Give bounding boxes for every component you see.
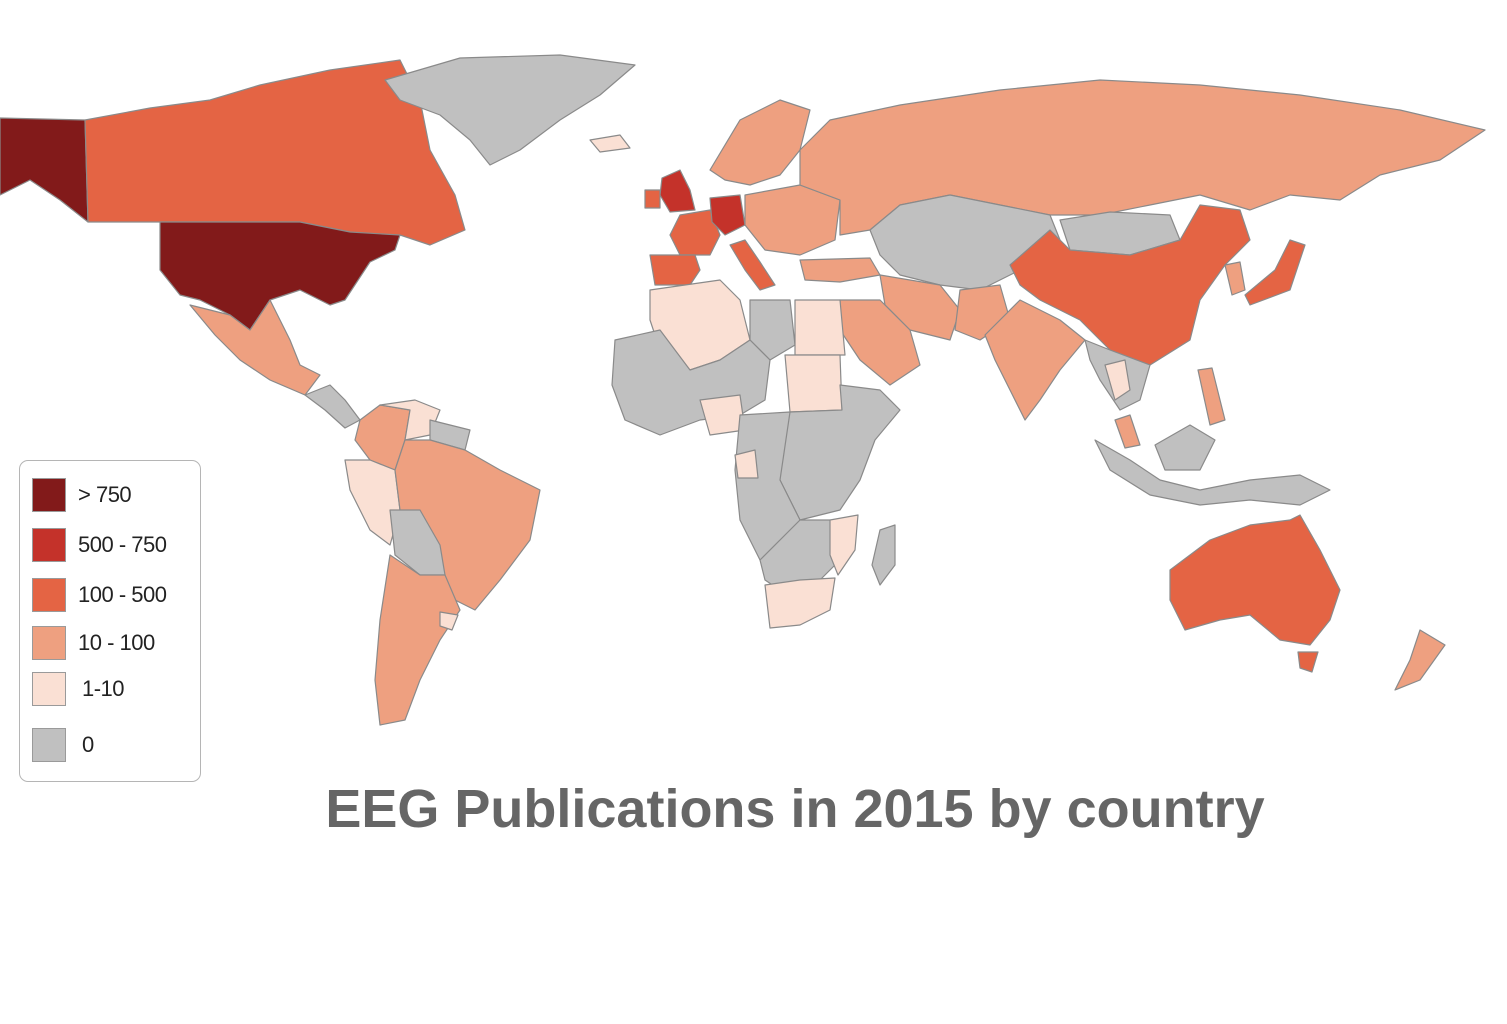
region-uruguay <box>439 611 459 631</box>
legend-swatch <box>32 478 66 512</box>
legend-label: 1-10 <box>82 676 125 701</box>
legend-swatch <box>32 728 66 762</box>
region-france <box>669 209 721 256</box>
region-uk <box>659 169 696 213</box>
region-usa <box>159 221 401 331</box>
region-india <box>984 299 1086 421</box>
legend-item: > 750 <box>32 477 132 513</box>
region-ireland <box>644 189 661 209</box>
region-thailand <box>1104 359 1131 401</box>
region-east-africa <box>769 384 901 521</box>
region-germany <box>709 194 746 236</box>
legend-swatch <box>32 528 66 562</box>
legend-label: 500 - 750 <box>78 532 167 557</box>
legend-item: 10 - 100 <box>32 625 155 661</box>
region-japan <box>1244 239 1306 306</box>
region-southern-africa <box>759 519 841 591</box>
region-south-africa <box>764 577 836 629</box>
region-turkey <box>799 257 881 283</box>
region-argentina <box>374 554 461 726</box>
region-mexico <box>189 299 321 396</box>
legend-label: 10 - 100 <box>78 630 155 655</box>
legend-label: 100 - 500 <box>78 582 167 607</box>
legend-swatch <box>32 626 66 660</box>
region-italy <box>729 239 776 291</box>
legend-label: > 750 <box>78 482 132 507</box>
region-alaska <box>0 117 89 223</box>
legend-swatch <box>32 672 66 706</box>
region-eastern-europe <box>744 184 841 256</box>
region-iberia <box>649 254 701 286</box>
legend-item: 100 - 500 <box>32 577 167 613</box>
legend-swatch <box>32 578 66 612</box>
region-tasmania <box>1297 651 1319 673</box>
region-greenland <box>384 54 636 166</box>
region-indonesia <box>1094 439 1331 506</box>
region-egypt <box>794 299 846 356</box>
legend-item: 500 - 750 <box>32 527 167 563</box>
region-korea <box>1224 261 1246 296</box>
map-title: EEG Publications in 2015 by country <box>325 779 1265 839</box>
region-cameroon <box>734 449 759 479</box>
region-malaysia <box>1114 414 1141 449</box>
region-peru <box>344 459 401 546</box>
region-borneo <box>1154 424 1216 471</box>
region-sudan <box>784 354 843 413</box>
region-philippines <box>1197 367 1226 426</box>
region-iceland <box>589 134 631 153</box>
map-legend: > 750 500 - 750 100 - 500 10 - 100 1-10 … <box>19 460 201 782</box>
region-central-america <box>304 384 361 429</box>
region-madagascar <box>871 524 896 586</box>
legend-item: 1-10 <box>32 671 125 707</box>
region-mozambique <box>829 514 859 576</box>
legend-label: 0 <box>82 732 94 757</box>
world-map <box>0 54 1486 726</box>
region-scandinavia <box>709 99 811 186</box>
region-libya <box>749 299 796 361</box>
region-australia <box>1169 514 1341 646</box>
legend-item: 0 <box>32 727 94 763</box>
region-new-zealand <box>1394 629 1446 691</box>
